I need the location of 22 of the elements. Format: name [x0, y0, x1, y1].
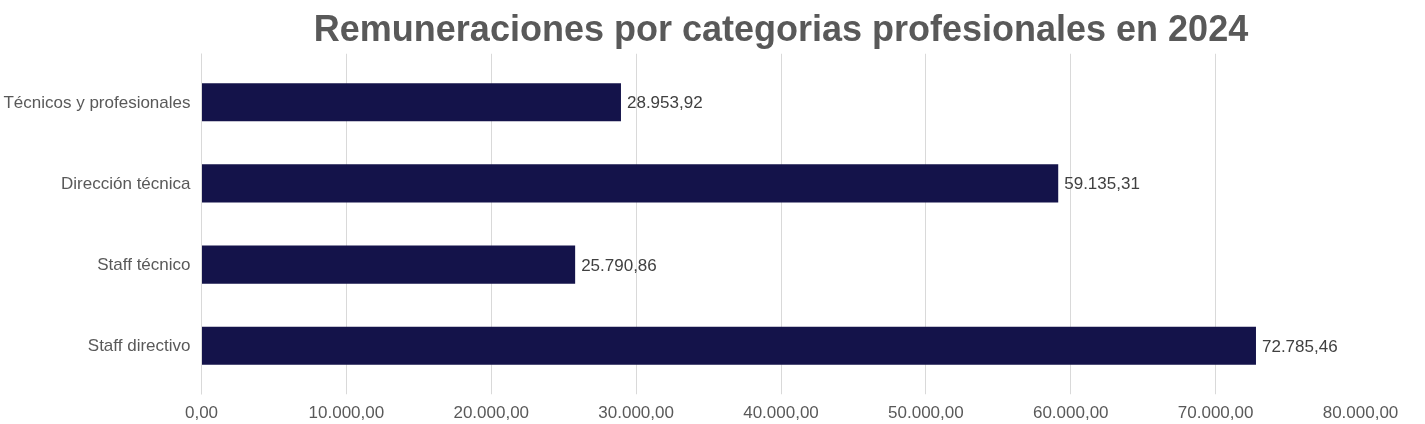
bar — [201, 326, 1256, 365]
chart-title: Remuneraciones por categorias profesionales en 2024 — [313, 7, 1249, 49]
data-label: 25.790,86 — [581, 255, 657, 275]
x-tick-label: 80.000,00 — [1322, 402, 1399, 422]
x-tick-label: 60.000,00 — [1032, 402, 1109, 422]
y-tick-label: Staff técnico — [97, 255, 191, 275]
y-tick-label: Técnicos y profesionales — [3, 92, 191, 112]
x-tick-label: 30.000,00 — [598, 402, 674, 422]
bar — [201, 164, 1059, 203]
y-tick-label: Staff directivo — [87, 336, 191, 356]
data-label: 28.953,92 — [626, 93, 703, 113]
x-tick-label: 10.000,00 — [308, 402, 385, 422]
x-tick-label: 70.000,00 — [1177, 402, 1254, 422]
y-tick-label: Dirección técnica — [61, 173, 192, 193]
x-tick-label: 50.000,00 — [888, 402, 964, 422]
x-tick-label: 0,00 — [184, 402, 219, 422]
data-label: 72.785,46 — [1261, 336, 1338, 356]
x-tick-label: 20.000,00 — [453, 402, 530, 422]
data-label: 59.135,31 — [1064, 174, 1140, 194]
bar — [201, 245, 576, 284]
bar — [201, 83, 621, 122]
x-tick-label: 40.000,00 — [743, 402, 819, 422]
